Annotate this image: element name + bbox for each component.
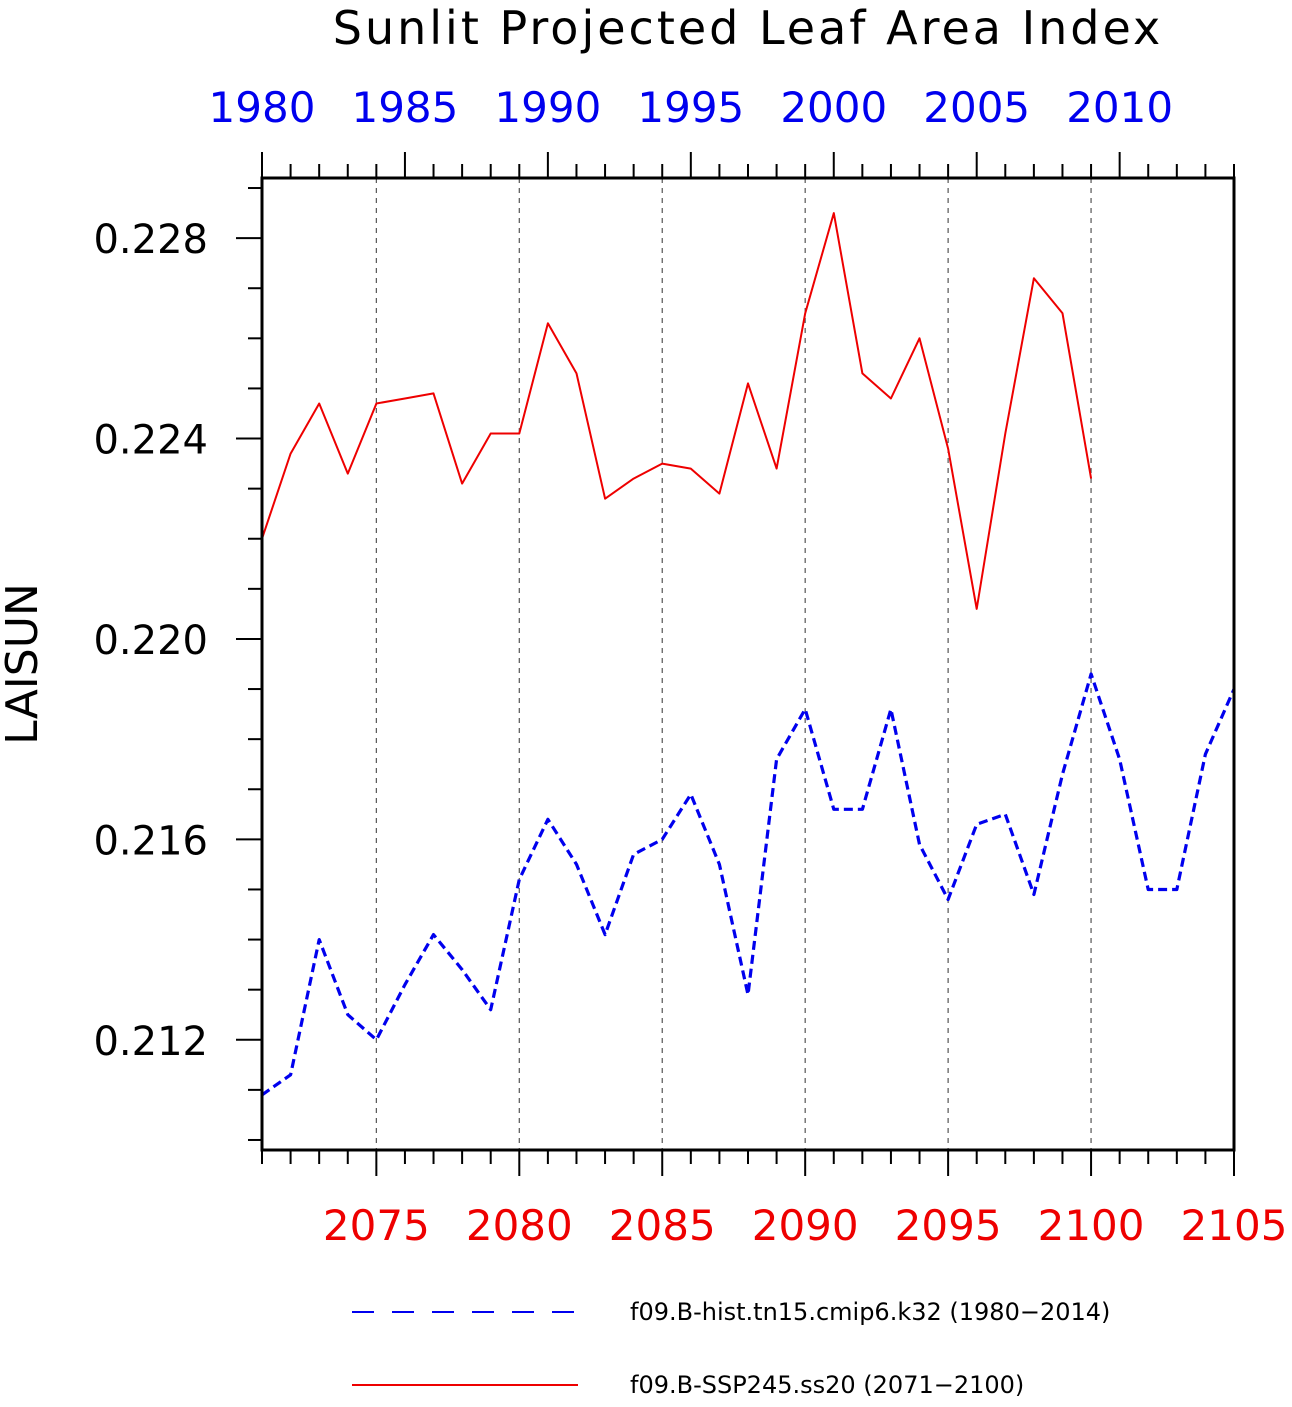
chart-title: Sunlit Projected Leaf Area Index	[333, 1, 1163, 55]
bottom-tick-label: 2095	[895, 1201, 1002, 1250]
bottom-tick-label: 2100	[1038, 1201, 1145, 1250]
top-tick-label: 2005	[923, 83, 1030, 132]
plot-frame	[260, 176, 1236, 1152]
y-tick-label: 0.224	[93, 418, 208, 464]
axis-ticks	[236, 152, 1235, 1176]
legend-label-0: f09.B-hist.tn15.cmip6.k32 (1980−2014)	[630, 1298, 1110, 1326]
top-tick-label: 1980	[209, 83, 316, 132]
top-tick-label: 2010	[1066, 83, 1173, 132]
bottom-tick-label: 2080	[466, 1201, 573, 1250]
legend: f09.B-hist.tn15.cmip6.k32 (1980−2014) f09…	[352, 1298, 1110, 1399]
top-tick-label: 1995	[637, 83, 744, 132]
bottom-tick-label: 2090	[752, 1201, 859, 1250]
series-lines	[261, 212, 1236, 1097]
y-axis-label: LAISUN	[0, 583, 48, 745]
series-line-0	[261, 672, 1236, 1097]
top-tick-label: 1990	[494, 83, 601, 132]
top-tick-label: 1985	[351, 83, 458, 132]
y-tick-label: 0.228	[93, 217, 208, 263]
bottom-tick-label: 2105	[1181, 1201, 1288, 1250]
y-tick-label: 0.216	[93, 818, 208, 864]
y-tick-label: 0.220	[93, 618, 208, 664]
y-tick-label: 0.212	[93, 1019, 208, 1065]
legend-label-1: f09.B-SSP245.ss20 (2071−2100)	[630, 1371, 1024, 1399]
y-tick-labels: 0.212 0.216 0.220 0.224 0.228	[93, 217, 208, 1065]
bottom-tick-label: 2075	[323, 1201, 430, 1250]
series-line-1	[261, 212, 1093, 610]
bottom-tick-labels: 2075 2080 2085 2090 2095 2100 2105	[323, 1201, 1288, 1250]
x-gridlines	[375, 178, 1092, 1150]
top-tick-labels: 1980 1985 1990 1995 2000 2005 2010	[209, 83, 1174, 132]
top-tick-label: 2000	[780, 83, 887, 132]
bottom-tick-label: 2085	[609, 1201, 716, 1250]
